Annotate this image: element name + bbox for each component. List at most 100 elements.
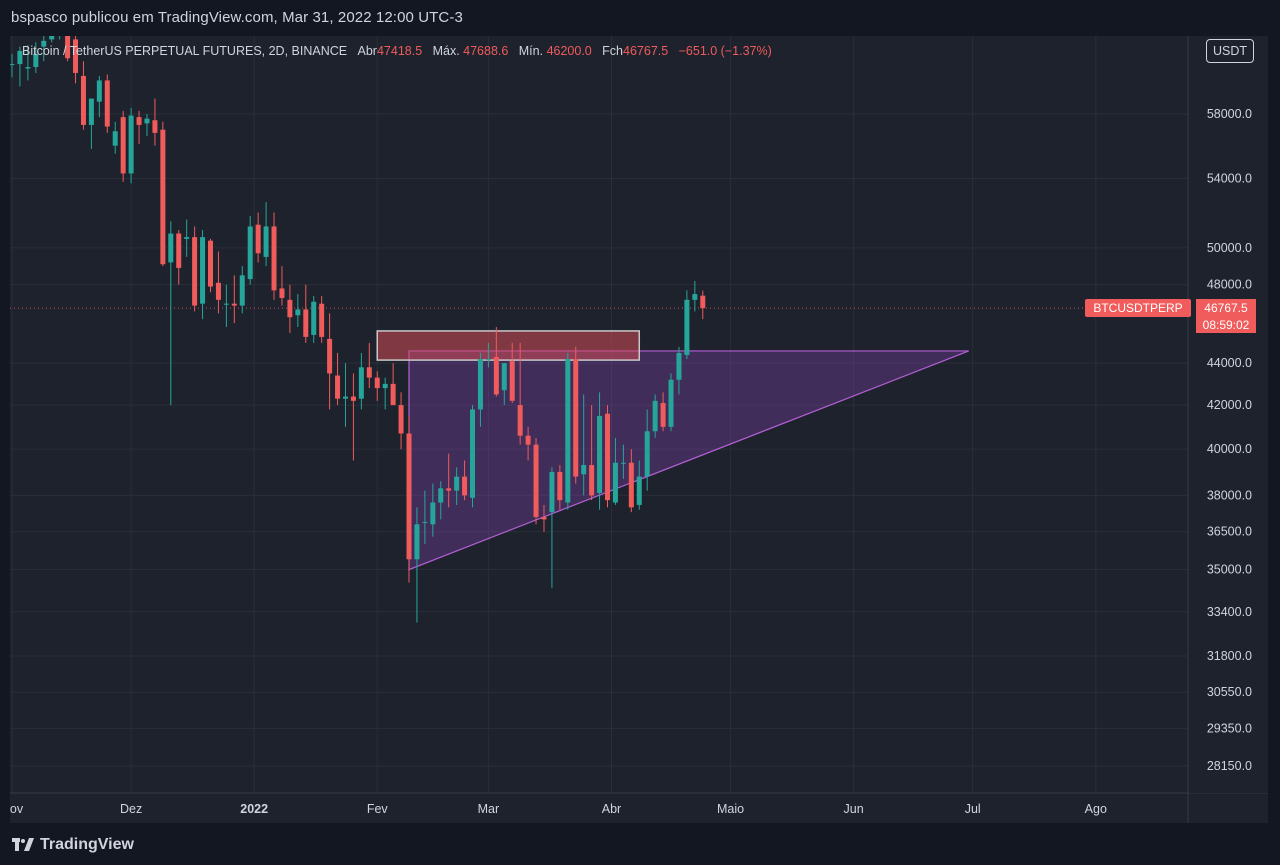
candle-up[interactable] <box>612 462 618 503</box>
candle-up[interactable] <box>247 226 253 280</box>
candle-down[interactable] <box>192 237 198 306</box>
candle-down[interactable] <box>287 299 293 318</box>
candle-down[interactable] <box>390 383 396 406</box>
chart-pane[interactable]: 58000.0 54000.0 50000.0 48000.0 44000.0 42000… <box>10 36 1268 823</box>
candle-down[interactable] <box>374 377 380 389</box>
candle-up[interactable] <box>358 367 364 399</box>
candlestick-chart[interactable]: 58000.0 54000.0 50000.0 48000.0 44000.0 42000… <box>10 36 1268 823</box>
candle-down[interactable] <box>605 413 610 501</box>
price-axis[interactable] <box>1189 36 1268 793</box>
candle-up[interactable] <box>676 352 682 380</box>
candle-down[interactable] <box>660 402 666 427</box>
candle-up[interactable] <box>692 294 698 300</box>
candle-down[interactable] <box>462 476 468 496</box>
candle-down[interactable] <box>319 303 325 337</box>
candle-down[interactable] <box>446 488 452 491</box>
candle-down[interactable] <box>65 36 71 59</box>
candle-down[interactable] <box>208 240 213 287</box>
candle-down[interactable] <box>104 80 110 127</box>
candle-down[interactable] <box>80 75 86 125</box>
candle-down[interactable] <box>700 295 706 309</box>
candle-down[interactable] <box>493 357 499 395</box>
candle-up[interactable] <box>581 465 587 475</box>
candle-up[interactable] <box>10 64 15 66</box>
candle-down[interactable] <box>271 226 277 291</box>
candle-up[interactable] <box>668 379 674 427</box>
price-tick-label: 42000.0 <box>1207 398 1252 412</box>
resistance-zone-box[interactable] <box>376 330 641 361</box>
candle-up[interactable] <box>96 80 102 102</box>
candle-up[interactable] <box>636 476 642 505</box>
candle-up[interactable] <box>128 115 134 174</box>
candle-down[interactable] <box>557 471 563 501</box>
candle-down[interactable] <box>335 375 341 399</box>
candle-up[interactable] <box>477 359 483 410</box>
candle-down[interactable] <box>73 39 79 73</box>
candle-up[interactable] <box>17 50 23 65</box>
candle-down[interactable] <box>533 444 539 518</box>
candle-up[interactable] <box>33 53 39 68</box>
candle-up[interactable] <box>485 359 491 361</box>
candle-down[interactable] <box>366 367 372 378</box>
candle-up[interactable] <box>684 299 690 355</box>
candle-down[interactable] <box>398 405 404 434</box>
candle-down[interactable] <box>152 120 158 133</box>
candle-down[interactable] <box>120 117 126 174</box>
candle-up[interactable] <box>414 524 420 560</box>
candle-down[interactable] <box>279 288 285 298</box>
candle-up[interactable] <box>549 471 555 513</box>
candle-up[interactable] <box>652 400 658 432</box>
candle-down[interactable] <box>303 309 309 337</box>
candle-up[interactable] <box>454 476 460 491</box>
candle-up[interactable] <box>422 521 428 523</box>
candle-up[interactable] <box>263 226 269 257</box>
candle-up[interactable] <box>112 131 118 146</box>
candle-up[interactable] <box>501 363 507 391</box>
candle-down[interactable] <box>160 129 166 265</box>
open-label: Abr <box>357 44 377 58</box>
candle-down[interactable] <box>573 359 579 477</box>
candle-up[interactable] <box>144 118 150 124</box>
candle-up[interactable] <box>223 303 229 305</box>
currency-badge[interactable]: USDT <box>1206 39 1254 63</box>
candle-down[interactable] <box>176 233 182 268</box>
candle-up[interactable] <box>342 396 348 399</box>
candle-down[interactable] <box>628 462 634 508</box>
candle-down[interactable] <box>255 224 261 254</box>
candle-up[interactable] <box>565 359 571 503</box>
price-tick-label: 36500.0 <box>1207 525 1252 539</box>
candle-up[interactable] <box>239 275 245 306</box>
candle-up[interactable] <box>49 36 55 40</box>
price-tick-label: 50000.0 <box>1207 241 1252 255</box>
footer: TradingView <box>0 823 1280 865</box>
candle-up[interactable] <box>311 301 317 335</box>
candle-up[interactable] <box>25 67 31 69</box>
candle-up[interactable] <box>88 98 94 125</box>
candle-up[interactable] <box>644 431 650 477</box>
candle-down[interactable] <box>525 435 531 445</box>
symbol-name[interactable]: Bitcoin / TetherUS PERPETUAL FUTURES, 2D… <box>22 44 348 58</box>
candle-up[interactable] <box>168 233 174 263</box>
candle-down[interactable] <box>406 433 412 560</box>
candle-down[interactable] <box>517 405 523 436</box>
candle-up[interactable] <box>597 415 603 494</box>
price-tick-label: 31800.0 <box>1207 649 1252 663</box>
candle-down[interactable] <box>136 117 142 125</box>
candle-up[interactable] <box>382 383 388 389</box>
candle-up[interactable] <box>430 502 436 525</box>
candle-up[interactable] <box>200 237 206 304</box>
candle-up[interactable] <box>620 462 626 464</box>
candle-down[interactable] <box>327 338 333 374</box>
candle-down[interactable] <box>350 396 356 401</box>
candle-up[interactable] <box>41 40 47 47</box>
candle-down[interactable] <box>589 465 595 496</box>
candle-up[interactable] <box>184 237 190 239</box>
candle-up[interactable] <box>295 309 301 316</box>
candle-up[interactable] <box>438 488 444 503</box>
candle-down[interactable] <box>541 517 547 520</box>
candle-up[interactable] <box>470 409 476 498</box>
candle-down[interactable] <box>509 361 515 401</box>
tradingview-brand[interactable]: TradingView <box>12 836 134 854</box>
candle-down[interactable] <box>215 282 221 300</box>
candle-down[interactable] <box>231 303 237 306</box>
